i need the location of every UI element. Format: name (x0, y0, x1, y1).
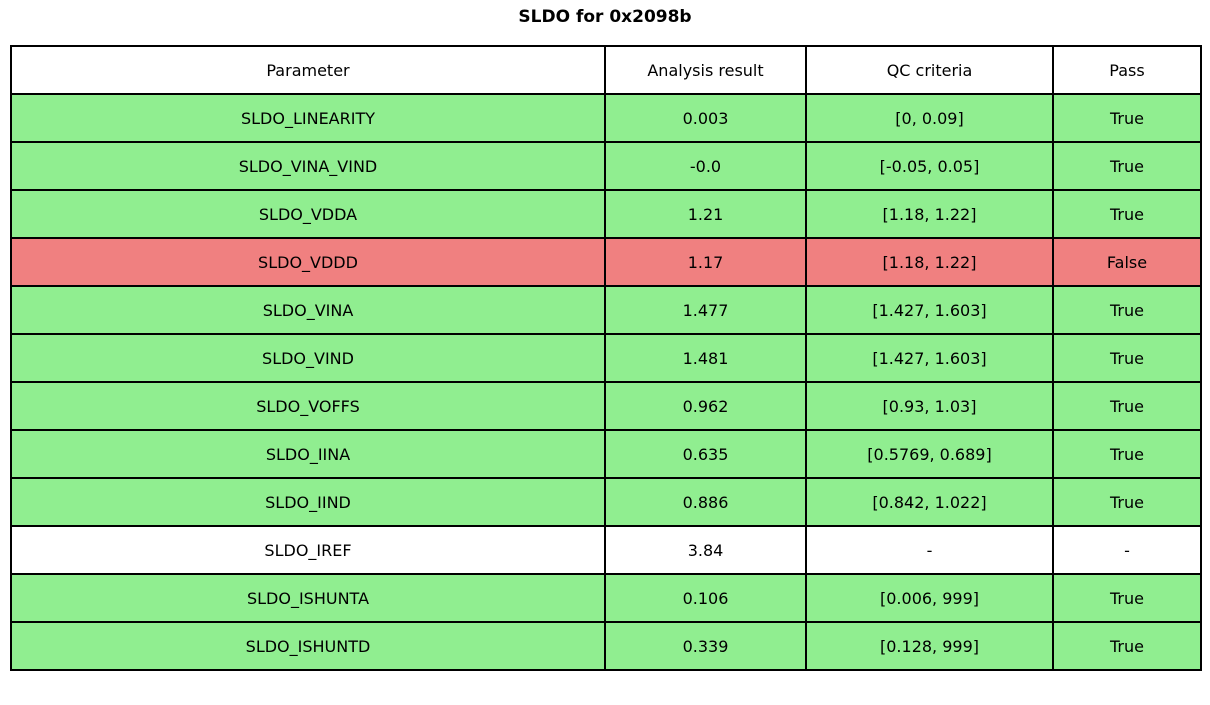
pass-cell: True (1052, 93, 1202, 143)
result-cell: 1.21 (604, 189, 807, 239)
criteria-cell: [0, 0.09] (805, 93, 1054, 143)
column-header-qc-criteria: QC criteria (805, 45, 1054, 95)
table-body: SLDO_LINEARITY 0.003 [0, 0.09] True SLDO_VIN… (10, 93, 1202, 671)
result-cell: 0.003 (604, 93, 807, 143)
result-cell: 0.635 (604, 429, 807, 479)
table-row: SLDO_VOFFS 0.962 [0.93, 1.03] True (10, 381, 1202, 431)
table-row: SLDO_IIND 0.886 [0.842, 1.022] True (10, 477, 1202, 527)
pass-cell: True (1052, 333, 1202, 383)
criteria-cell: [1.427, 1.603] (805, 285, 1054, 335)
param-cell: SLDO_ISHUNTA (10, 573, 606, 623)
table-row: SLDO_LINEARITY 0.003 [0, 0.09] True (10, 93, 1202, 143)
table-row: SLDO_VINA 1.477 [1.427, 1.603] True (10, 285, 1202, 335)
criteria-cell: [1.427, 1.603] (805, 333, 1054, 383)
qc-results-table: Parameter Analysis result QC criteria Pa… (10, 45, 1202, 671)
pass-cell: True (1052, 381, 1202, 431)
criteria-cell: [1.18, 1.22] (805, 189, 1054, 239)
result-cell: 0.886 (604, 477, 807, 527)
criteria-cell: [0.128, 999] (805, 621, 1054, 671)
pass-cell: False (1052, 237, 1202, 287)
result-cell: 0.106 (604, 573, 807, 623)
table-row: SLDO_IREF 3.84- - (10, 525, 1202, 575)
criteria-cell: [0.5769, 0.689] (805, 429, 1054, 479)
result-cell: 3.84 (604, 525, 807, 575)
pass-cell: True (1052, 285, 1202, 335)
pass-cell: True (1052, 477, 1202, 527)
table-row: SLDO_ISHUNTD 0.339 [0.128, 999] True (10, 621, 1202, 671)
param-cell: SLDO_ISHUNTD (10, 621, 606, 671)
pass-cell: - (1052, 525, 1202, 575)
criteria-cell: - (805, 525, 1054, 575)
param-cell: SLDO_VDDA (10, 189, 606, 239)
pass-cell: True (1052, 621, 1202, 671)
param-cell: SLDO_VINA (10, 285, 606, 335)
table-row: SLDO_VDDD 1.17 [1.18, 1.22] False (10, 237, 1202, 287)
table-row: SLDO_ISHUNTA 0.106 [0.006, 999] True (10, 573, 1202, 623)
pass-cell: True (1052, 429, 1202, 479)
page-title: SLDO for 0x2098b (518, 7, 692, 27)
criteria-cell: [1.18, 1.22] (805, 237, 1054, 287)
param-cell: SLDO_IIND (10, 477, 606, 527)
table-row: SLDO_VDDA 1.21 [1.18, 1.22] True (10, 189, 1202, 239)
header-row: Parameter Analysis result QC criteria Pa… (10, 45, 1202, 95)
param-cell: SLDO_VDDD (10, 237, 606, 287)
param-cell: SLDO_VIND (10, 333, 606, 383)
table-row: SLDO_IINA 0.635 [0.5769, 0.689] True (10, 429, 1202, 479)
result-cell: 1.477 (604, 285, 807, 335)
result-cell: 0.962 (604, 381, 807, 431)
param-cell: SLDO_VOFFS (10, 381, 606, 431)
criteria-cell: [0.006, 999] (805, 573, 1054, 623)
column-header-parameter: Parameter (10, 45, 606, 95)
result-cell: 0.339 (604, 621, 807, 671)
result-cell: 1.481 (604, 333, 807, 383)
column-header-pass: Pass (1052, 45, 1202, 95)
criteria-cell: [-0.05, 0.05] (805, 141, 1054, 191)
pass-cell: True (1052, 141, 1202, 191)
param-cell: SLDO_VINA_VIND (10, 141, 606, 191)
param-cell: SLDO_LINEARITY (10, 93, 606, 143)
criteria-cell: [0.93, 1.03] (805, 381, 1054, 431)
pass-cell: True (1052, 573, 1202, 623)
result-cell: 1.17 (604, 237, 807, 287)
table-row: SLDO_VIND 1.481 [1.427, 1.603] True (10, 333, 1202, 383)
table-row: SLDO_VINA_VIND -0.0 [-0.05, 0.05] True (10, 141, 1202, 191)
criteria-cell: [0.842, 1.022] (805, 477, 1054, 527)
param-cell: SLDO_IINA (10, 429, 606, 479)
result-cell: -0.0 (604, 141, 807, 191)
pass-cell: True (1052, 189, 1202, 239)
param-cell: SLDO_IREF (10, 525, 606, 575)
column-header-analysis-result: Analysis result (604, 45, 807, 95)
